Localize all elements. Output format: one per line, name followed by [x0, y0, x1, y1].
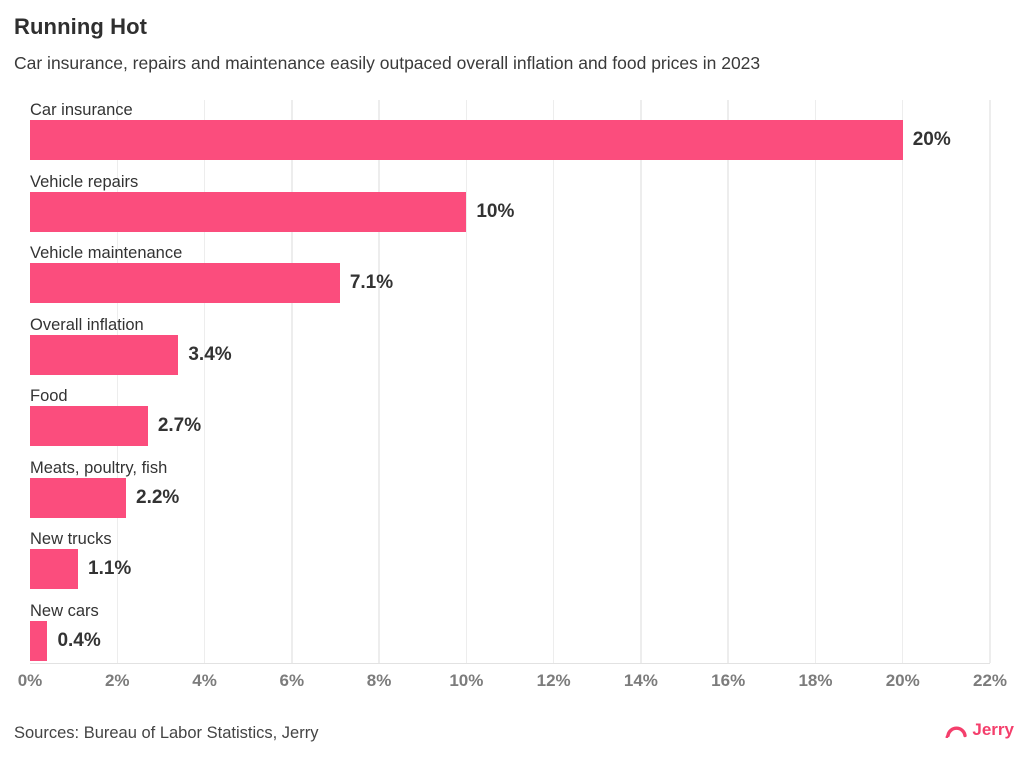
- bar: [30, 477, 126, 518]
- bar-value-label: 2.7%: [157, 415, 202, 436]
- bar-value-label: 20%: [912, 129, 951, 150]
- category-label: Food: [30, 387, 68, 405]
- bar-value-label: 2.2%: [136, 486, 180, 508]
- bar-value-label: 0.4%: [57, 629, 101, 651]
- x-axis-tick-label: 14%: [623, 671, 658, 690]
- gridline: [814, 100, 817, 663]
- bar-value-label: 7.1%: [349, 272, 394, 293]
- gridline: [291, 100, 293, 663]
- x-axis-tick-label: 2%: [104, 671, 130, 690]
- gridline: [203, 100, 206, 663]
- category-label: New trucks: [30, 530, 112, 548]
- brand-name: Jerry: [972, 720, 1014, 739]
- chart-subtitle: Car insurance, repairs and maintenance e…: [14, 53, 761, 73]
- bar-value-label: 1.1%: [88, 558, 132, 579]
- x-axis-tick-label: 20%: [885, 671, 920, 690]
- x-axis-tick-label: 10%: [449, 671, 484, 690]
- bar-value-label: 10%: [476, 200, 515, 222]
- category-label: Meats, poultry, fish: [30, 458, 168, 477]
- gridline: [465, 100, 468, 663]
- brand-logo: Jerry: [945, 720, 1014, 740]
- x-axis-tick-label: 0%: [17, 671, 43, 690]
- x-axis-tick-label: 22%: [972, 671, 1008, 690]
- bar: [30, 549, 78, 589]
- x-axis-tick-label: 4%: [192, 671, 217, 690]
- sources-text: Sources: Bureau of Labor Statistics, Jer…: [14, 724, 319, 742]
- gridline: [989, 100, 991, 663]
- gridline: [378, 100, 380, 663]
- category-label: New cars: [30, 601, 99, 620]
- bar-value-label: 3.4%: [188, 343, 232, 365]
- gridline: [901, 100, 904, 663]
- x-axis-tick-label: 8%: [366, 671, 392, 690]
- x-axis-tick-label: 6%: [279, 671, 305, 690]
- bar: [30, 120, 903, 160]
- jerry-arc-icon: [945, 726, 968, 738]
- category-label: Vehicle repairs: [30, 172, 139, 191]
- gridline: [116, 100, 119, 663]
- bar: [30, 406, 148, 446]
- gridline: [727, 100, 729, 663]
- category-label: Vehicle maintenance: [30, 244, 183, 262]
- x-axis-tick-label: 16%: [711, 671, 746, 690]
- chart-title: Running Hot: [14, 14, 148, 39]
- chart-plot-area: 0% 2% 4% 6% 8% 10% 12% 14% 16% 18% 20% 22% Car insur…: [18, 100, 1007, 690]
- gridline: [640, 100, 642, 663]
- bar: [30, 620, 48, 661]
- category-label: Car insurance: [30, 101, 133, 119]
- bar: [30, 263, 340, 303]
- bar: [30, 334, 179, 375]
- x-axis-tick-label: 18%: [798, 671, 833, 690]
- category-label: Overall inflation: [30, 315, 144, 334]
- x-axis-tick-label: 12%: [536, 671, 571, 690]
- bar: [30, 191, 467, 232]
- gridline: [552, 100, 555, 663]
